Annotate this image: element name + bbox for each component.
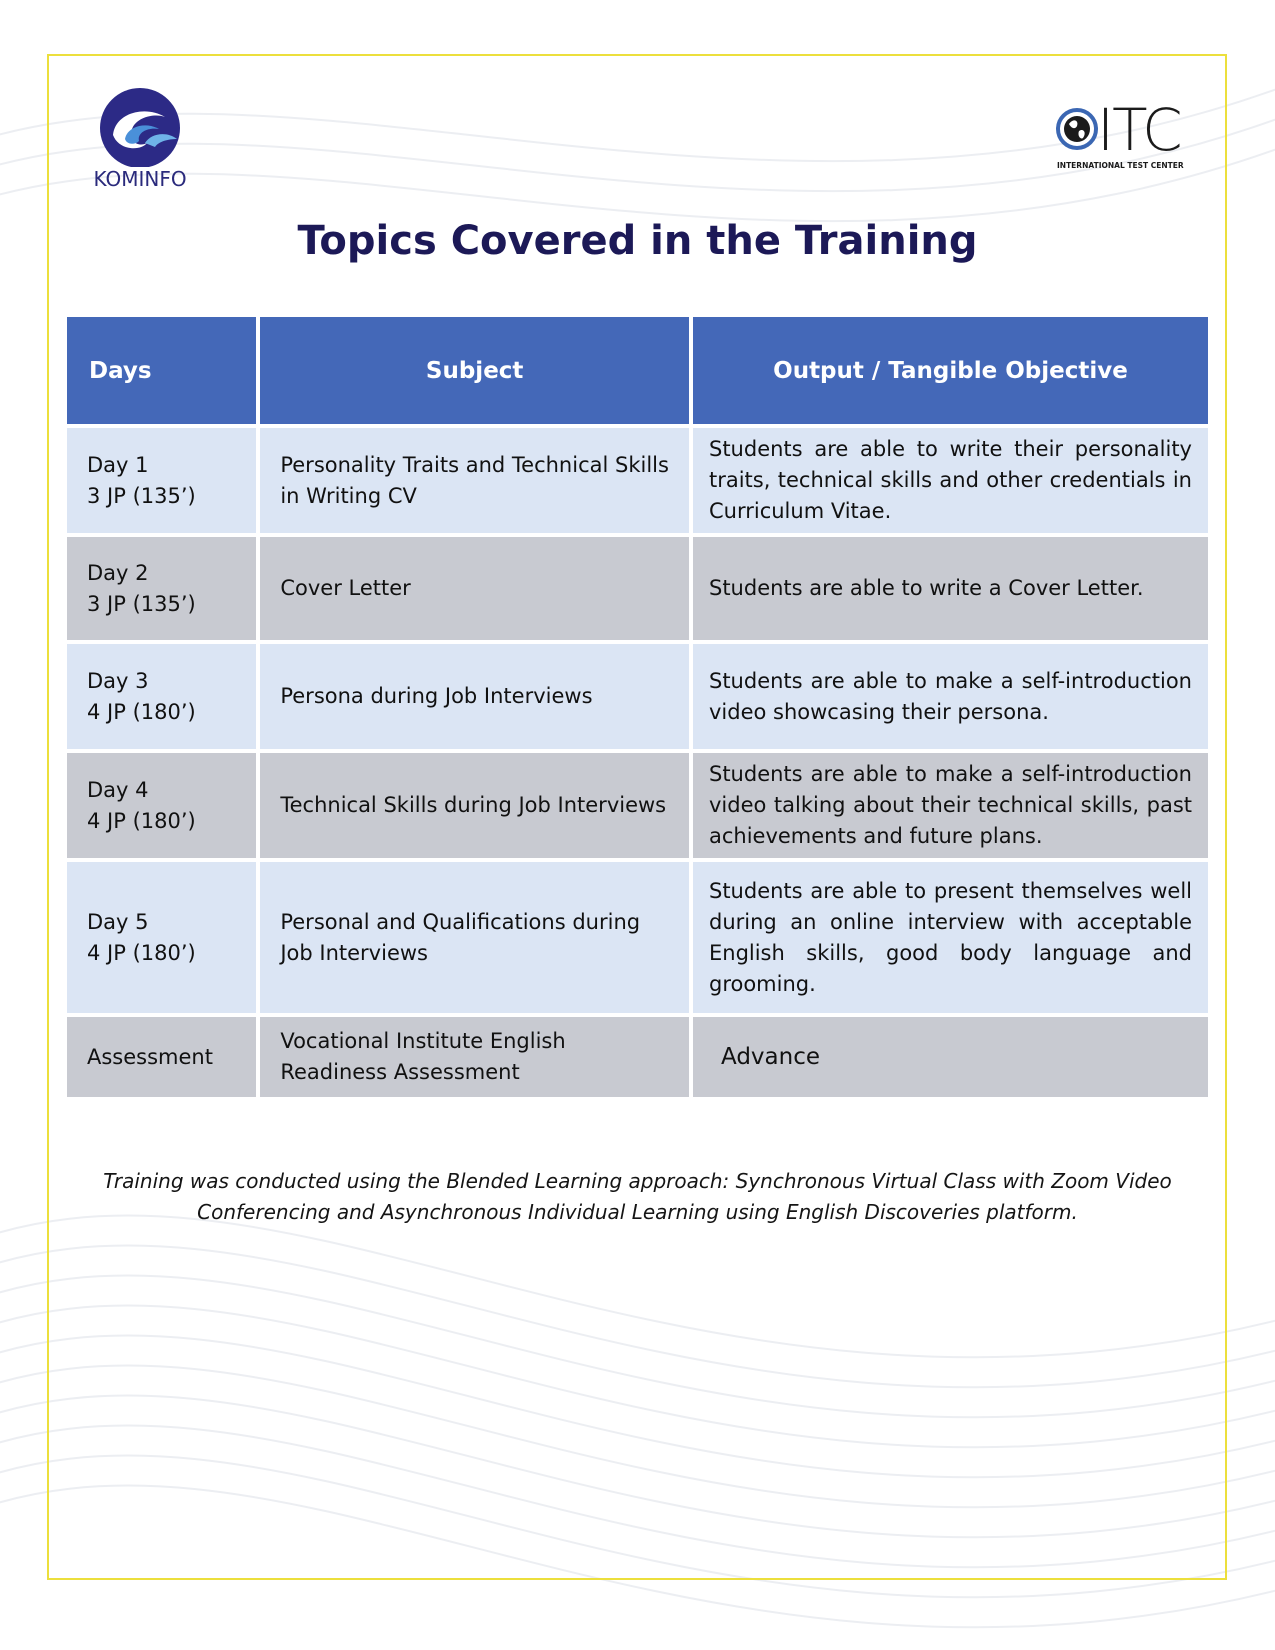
subject-cell: Vocational Institute English Readiness A… [260,1017,689,1097]
day-label: Day 2 [87,560,149,585]
subject-cell: Technical Skills during Job Interviews [260,753,689,858]
table-row: Day 5 4 JP (180’) Personal and Qualifica… [67,862,1208,1013]
days-cell: Day 2 3 JP (135’) [67,537,257,640]
globe-icon [1056,108,1098,150]
day-label: Day 3 [87,668,149,693]
table-row: Assessment Vocational Institute English … [67,1017,1208,1097]
output-cell: Students are able to make a self-introdu… [692,644,1208,749]
topics-table: Days Subject Output / Tangible Objective… [63,313,1212,1101]
output-cell: Students are able to present themselves … [692,862,1208,1013]
kominfo-emblem-icon [100,88,180,167]
page-title: Topics Covered in the Training [297,218,978,264]
table-row: Day 2 3 JP (135’) Cover Letter Students … [67,537,1208,640]
days-cell: Day 4 4 JP (180’) [67,753,257,858]
jp-label: 3 JP (135’) [87,483,196,508]
table-row: Day 4 4 JP (180’) Technical Skills durin… [67,753,1208,858]
output-cell: Students are able to write their persona… [692,428,1208,533]
table-header-row: Days Subject Output / Tangible Objective [67,317,1208,424]
day-label: Day 1 [87,452,149,477]
jp-label: 4 JP (180’) [87,699,196,724]
column-header-output: Output / Tangible Objective [692,317,1208,424]
day-label: Day 5 [87,909,149,934]
itc-logo-subtitle: INTERNATIONAL TEST CENTER [1057,161,1184,170]
subject-cell: Persona during Job Interviews [260,644,689,749]
day-label: Day 4 [87,777,149,802]
output-cell: Students are able to make a self-introdu… [692,753,1208,858]
output-cell: Advance [692,1017,1208,1097]
days-cell: Day 5 4 JP (180’) [67,862,257,1013]
jp-label: 4 JP (180’) [87,940,196,965]
days-cell: Day 3 4 JP (180’) [67,644,257,749]
days-cell: Assessment [67,1017,257,1097]
itc-logo-letters: ITC [1097,96,1183,164]
kominfo-logo-text: KOMINFO [93,167,187,191]
footnote: Training was conducted using the Blended… [103,1169,1172,1224]
subject-cell: Personal and Qualifications during Job I… [260,862,689,1013]
table-row: Day 1 3 JP (135’) Personality Traits and… [67,428,1208,533]
subject-cell: Personality Traits and Technical Skills … [260,428,689,533]
column-header-days: Days [67,317,257,424]
day-label: Assessment [87,1044,213,1069]
subject-cell: Cover Letter [260,537,689,640]
jp-label: 3 JP (135’) [87,591,196,616]
days-cell: Day 1 3 JP (135’) [67,428,257,533]
kominfo-logo: KOMINFO [85,83,195,193]
output-cell: Students are able to write a Cover Lette… [692,537,1208,640]
column-header-subject: Subject [260,317,689,424]
itc-logo: ITC INTERNATIONAL TEST CENTER [1055,96,1190,174]
page-frame [47,54,1227,1580]
jp-label: 4 JP (180’) [87,808,196,833]
table-row: Day 3 4 JP (180’) Persona during Job Int… [67,644,1208,749]
